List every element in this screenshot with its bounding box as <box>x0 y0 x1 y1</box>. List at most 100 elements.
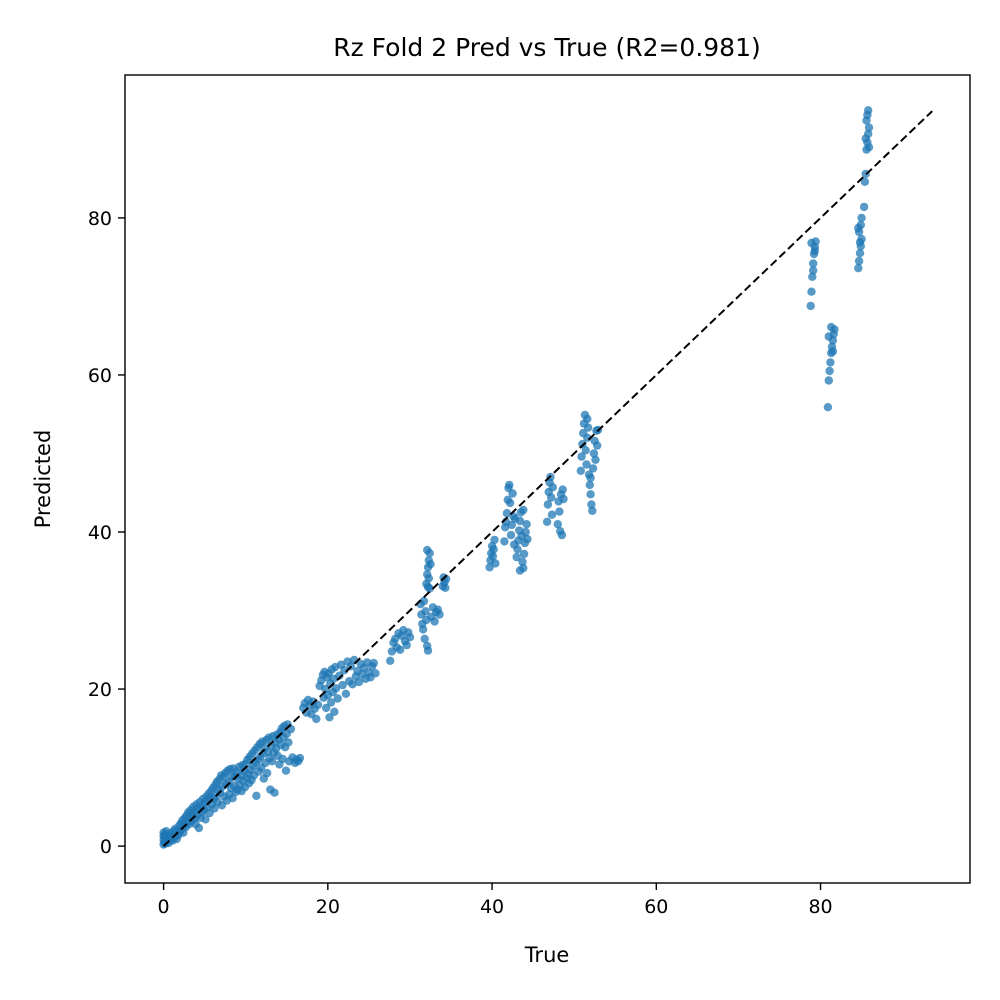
data-point <box>371 669 380 678</box>
data-point <box>586 473 595 482</box>
data-point <box>321 684 330 694</box>
data-point <box>577 452 586 461</box>
data-point <box>543 500 553 509</box>
data-point <box>523 534 532 544</box>
data-point <box>581 446 590 455</box>
y-tick-label: 20 <box>88 679 112 701</box>
data-point <box>854 223 863 233</box>
data-point <box>855 238 865 247</box>
data-point <box>430 617 439 626</box>
data-point <box>386 656 395 665</box>
data-point <box>335 671 344 680</box>
data-point <box>423 545 432 555</box>
data-point <box>313 700 323 709</box>
data-point <box>201 815 210 824</box>
data-point <box>807 287 816 296</box>
data-point <box>519 549 529 559</box>
data-point <box>270 788 279 797</box>
data-point <box>405 633 415 642</box>
data-point <box>864 143 874 152</box>
x-tick-label: 60 <box>644 896 668 918</box>
data-point <box>548 483 557 492</box>
data-point <box>322 703 331 713</box>
y-tick-label: 60 <box>88 365 112 387</box>
data-point <box>348 680 357 689</box>
data-point <box>505 498 515 508</box>
data-point <box>507 520 516 530</box>
data-point <box>512 552 521 562</box>
data-point <box>827 322 836 332</box>
data-point <box>854 256 864 266</box>
data-point <box>489 545 498 554</box>
data-point <box>330 707 339 716</box>
data-point <box>828 347 838 356</box>
data-point <box>402 640 411 650</box>
data-point <box>515 566 525 575</box>
data-point <box>508 489 517 498</box>
plot-frame <box>124 74 971 884</box>
data-point <box>228 794 237 803</box>
data-point <box>267 757 277 766</box>
data-point <box>557 530 567 540</box>
data-point <box>424 574 433 583</box>
data-point <box>547 493 556 502</box>
data-point <box>860 177 870 186</box>
data-point <box>426 560 435 569</box>
data-point <box>506 530 516 540</box>
data-point <box>354 677 364 687</box>
y-tick-label: 80 <box>88 208 112 230</box>
data-point <box>281 766 291 775</box>
data-point <box>808 272 817 281</box>
data-point <box>583 423 593 432</box>
data-point <box>585 480 594 490</box>
data-point <box>418 625 428 634</box>
data-point <box>395 645 405 654</box>
data-point <box>588 506 597 515</box>
data-point <box>312 714 321 724</box>
data-point <box>419 596 429 606</box>
data-point <box>423 582 433 592</box>
data-point <box>505 480 514 490</box>
data-point <box>518 557 527 566</box>
data-point <box>864 106 873 115</box>
data-point <box>194 823 204 833</box>
data-point <box>542 517 552 526</box>
points-layer <box>159 106 874 849</box>
data-point <box>341 689 351 698</box>
data-point <box>586 490 595 499</box>
data-point <box>859 202 869 212</box>
y-tick-label: 0 <box>100 836 112 858</box>
data-point <box>578 439 587 449</box>
data-point <box>824 332 833 341</box>
data-point <box>515 516 525 526</box>
data-point <box>583 414 592 424</box>
data-point <box>588 464 598 473</box>
data-point <box>824 376 833 385</box>
reference-line <box>162 110 933 847</box>
data-point <box>589 449 599 458</box>
data-point <box>333 694 342 703</box>
chart-title: Rz Fold 2 Pred vs True (R2=0.981) <box>333 33 761 62</box>
data-point <box>587 500 596 509</box>
data-point <box>326 698 336 707</box>
data-point <box>555 507 564 516</box>
data-point <box>582 460 591 469</box>
data-point <box>513 545 522 554</box>
data-point <box>576 466 585 475</box>
data-point <box>807 238 816 248</box>
data-point <box>519 505 528 515</box>
x-axis-ticks: 0 20 40 60 80 <box>158 883 833 918</box>
data-point <box>423 646 433 655</box>
data-point <box>855 249 865 258</box>
data-point <box>806 301 815 311</box>
data-point <box>331 684 341 693</box>
data-point <box>521 527 530 537</box>
data-point <box>325 713 334 722</box>
data-point <box>369 658 378 668</box>
y-axis-ticks: 0 20 40 60 80 <box>88 208 125 858</box>
data-point <box>864 123 874 132</box>
data-point <box>591 455 600 464</box>
x-tick-label: 80 <box>808 896 832 918</box>
data-point <box>278 754 287 764</box>
